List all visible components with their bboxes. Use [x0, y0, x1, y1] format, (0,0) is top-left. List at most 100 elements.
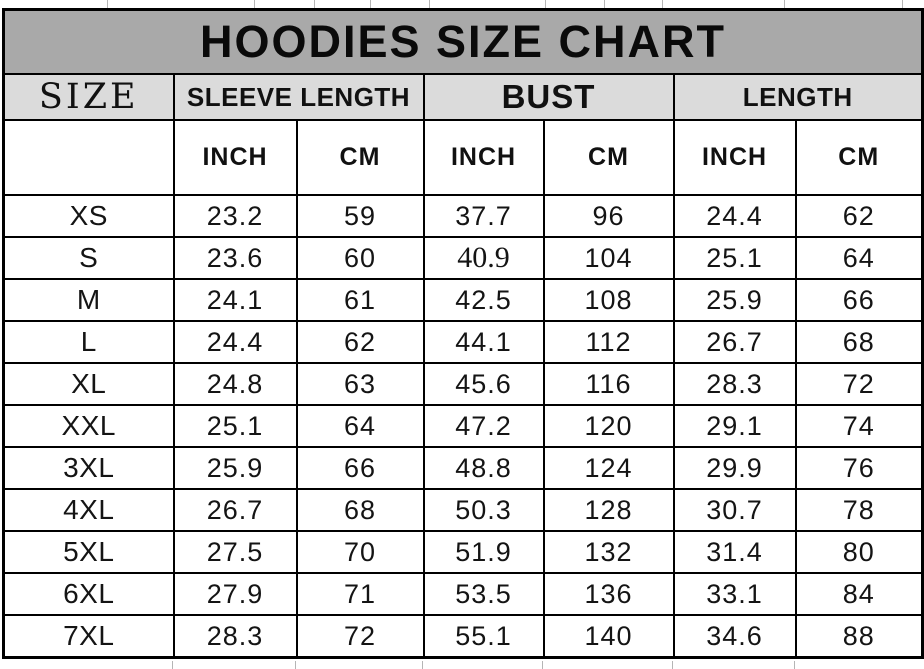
- table-row: L 24.4 62 44.1 112 26.7 68: [2, 320, 924, 364]
- size-cell: 4XL: [2, 488, 175, 532]
- table-row: M 24.1 61 42.5 108 25.9 66: [2, 278, 924, 322]
- gridline-ticks-bottom: [0, 661, 924, 669]
- units-blank-cell: [2, 119, 175, 196]
- unit-header-length-inch: INCH: [672, 119, 797, 196]
- value-cell: 40.9: [422, 236, 545, 280]
- value-cell: 60: [295, 236, 425, 280]
- value-cell: 78: [794, 488, 924, 532]
- value-cell: 24.4: [672, 194, 797, 238]
- gridline-tick: [542, 661, 543, 669]
- table-row: XL 24.8 63 45.6 116 28.3 72: [2, 362, 924, 406]
- size-cell: XS: [2, 194, 175, 238]
- value-cell: 72: [794, 362, 924, 406]
- value-cell: 71: [295, 572, 425, 616]
- value-cell: 25.1: [172, 404, 298, 448]
- table-row: 7XL 28.3 72 55.1 140 34.6 88: [2, 614, 924, 659]
- gridline-tick: [604, 0, 605, 8]
- value-cell: 47.2: [422, 404, 545, 448]
- gridline-tick: [314, 0, 315, 8]
- value-cell: 28.3: [672, 362, 797, 406]
- size-table-body: XS 23.2 59 37.7 96 24.4 62 S 23.6 60 40.9 104 25.1 64…: [2, 194, 924, 659]
- value-cell: 24.1: [172, 278, 298, 322]
- value-cell: 23.2: [172, 194, 298, 238]
- value-cell: 112: [542, 320, 675, 364]
- value-cell: 108: [542, 278, 675, 322]
- value-cell: 28.3: [172, 614, 298, 659]
- value-cell: 31.4: [672, 530, 797, 574]
- value-cell: 140: [542, 614, 675, 659]
- size-cell: 7XL: [2, 614, 175, 659]
- value-cell: 72: [295, 614, 425, 659]
- value-cell: 128: [542, 488, 675, 532]
- value-cell: 68: [794, 320, 924, 364]
- value-cell: 53.5: [422, 572, 545, 616]
- size-cell: L: [2, 320, 175, 364]
- value-cell: 76: [794, 446, 924, 490]
- value-cell: 27.5: [172, 530, 298, 574]
- value-cell: 124: [542, 446, 675, 490]
- value-cell: 64: [794, 236, 924, 280]
- column-header-length: LENGTH: [672, 73, 924, 121]
- value-cell: 132: [542, 530, 675, 574]
- unit-header-sleeve-cm: CM: [295, 119, 425, 196]
- value-cell: 37.7: [422, 194, 545, 238]
- value-cell: 63: [295, 362, 425, 406]
- gridline-tick: [429, 0, 430, 8]
- gridline-tick: [902, 0, 903, 8]
- table-row: 6XL 27.9 71 53.5 136 33.1 84: [2, 572, 924, 616]
- gridline-tick: [107, 0, 108, 8]
- value-cell: 80: [794, 530, 924, 574]
- table-row: 3XL 25.9 66 48.8 124 29.9 76: [2, 446, 924, 490]
- gridline-tick: [254, 0, 255, 8]
- value-cell: 120: [542, 404, 675, 448]
- value-cell: 62: [794, 194, 924, 238]
- size-cell: 3XL: [2, 446, 175, 490]
- gridline-tick: [295, 661, 296, 669]
- size-cell: M: [2, 278, 175, 322]
- value-cell: 62: [295, 320, 425, 364]
- value-cell: 25.9: [672, 278, 797, 322]
- chart-title: HOODIES SIZE CHART: [2, 8, 924, 75]
- value-cell: 29.1: [672, 404, 797, 448]
- value-cell: 45.6: [422, 362, 545, 406]
- gridline-tick: [662, 0, 663, 8]
- table-row: XS 23.2 59 37.7 96 24.4 62: [2, 194, 924, 238]
- table-row: XXL 25.1 64 47.2 120 29.1 74: [2, 404, 924, 448]
- value-cell: 25.9: [172, 446, 298, 490]
- gridline-tick: [172, 661, 173, 669]
- table-row: 5XL 27.5 70 51.9 132 31.4 80: [2, 530, 924, 574]
- gridline-tick: [370, 0, 371, 8]
- size-cell: XL: [2, 362, 175, 406]
- gridline-tick: [794, 661, 795, 669]
- value-cell: 44.1: [422, 320, 545, 364]
- hoodies-size-chart-table: HOODIES SIZE CHART SIZE SLEEVE LENGTH BU…: [2, 8, 924, 659]
- value-cell: 25.1: [672, 236, 797, 280]
- table-row: 4XL 26.7 68 50.3 128 30.7 78: [2, 488, 924, 532]
- value-cell: 96: [542, 194, 675, 238]
- unit-header-bust-inch: INCH: [422, 119, 545, 196]
- column-header-bust: BUST: [422, 73, 675, 121]
- unit-header-length-cm: CM: [794, 119, 924, 196]
- column-header-size: SIZE: [2, 73, 175, 121]
- value-cell: 48.8: [422, 446, 545, 490]
- column-header-row: SIZE SLEEVE LENGTH BUST LENGTH: [2, 73, 924, 121]
- value-cell: 68: [295, 488, 425, 532]
- gridline-tick: [672, 661, 673, 669]
- value-cell: 104: [542, 236, 675, 280]
- size-cell: XXL: [2, 404, 175, 448]
- gridline-tick: [784, 0, 785, 8]
- value-cell: 26.7: [172, 488, 298, 532]
- gridline-ticks-top: [0, 0, 924, 8]
- value-cell: 50.3: [422, 488, 545, 532]
- value-cell: 66: [794, 278, 924, 322]
- value-cell: 66: [295, 446, 425, 490]
- value-cell: 61: [295, 278, 425, 322]
- size-cell: 6XL: [2, 572, 175, 616]
- value-cell: 34.6: [672, 614, 797, 659]
- gridline-tick: [422, 661, 423, 669]
- value-cell: 136: [542, 572, 675, 616]
- value-cell: 30.7: [672, 488, 797, 532]
- units-row: INCH CM INCH CM INCH CM: [2, 119, 924, 196]
- gridline-tick: [545, 0, 546, 8]
